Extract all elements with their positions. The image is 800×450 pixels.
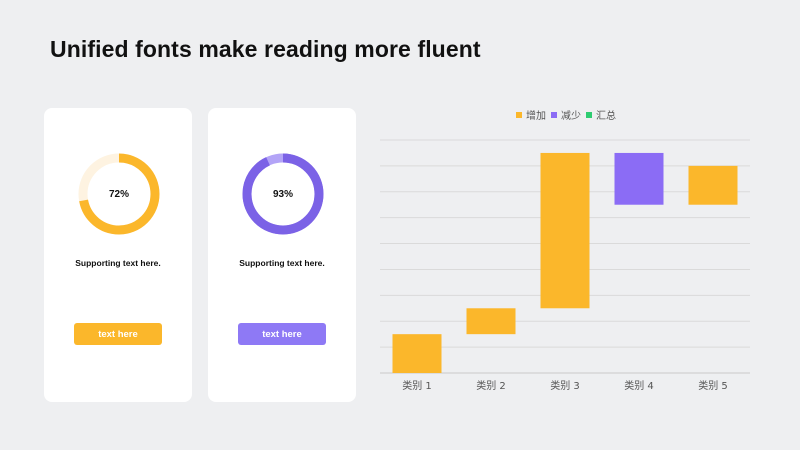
legend-swatch	[516, 112, 522, 118]
x-tick-label: 类别 3	[550, 379, 580, 392]
text-here-button[interactable]: text here	[74, 323, 162, 345]
stat-card-2: 93% Supporting text here. text here	[208, 108, 356, 402]
supporting-text: Supporting text here.	[75, 258, 161, 268]
legend-swatch	[586, 112, 592, 118]
legend-label: 汇总	[596, 109, 616, 122]
text-here-button[interactable]: text here	[238, 323, 326, 345]
x-tick-label: 类别 2	[476, 379, 506, 392]
x-tick-label: 类别 5	[698, 379, 728, 392]
percent-label: 72%	[108, 188, 129, 200]
supporting-text: Supporting text here.	[239, 258, 325, 268]
x-tick-label: 类别 4	[624, 379, 654, 392]
legend-label: 增加	[526, 109, 546, 122]
bar-类别-5	[688, 165, 738, 205]
legend-swatch	[551, 112, 557, 118]
bar-类别-3	[540, 152, 590, 309]
legend-label: 减少	[561, 110, 581, 122]
stat-card-1: 72% Supporting text here. text here	[44, 108, 192, 402]
waterfall-chart: 增加 减少 汇总类别 1 类别 2 类别 3 类别 4 类别 5	[380, 100, 750, 400]
donut-chart-1	[78, 153, 160, 235]
page-title: Unified fonts make reading more fluent	[50, 36, 481, 62]
donut-chart-2	[242, 153, 324, 235]
bar-类别-1	[392, 334, 442, 373]
bar-类别-2	[466, 308, 516, 335]
bar-类别-4	[614, 152, 664, 205]
x-tick-label: 类别 1	[402, 379, 432, 392]
percent-label: 93%	[272, 188, 293, 200]
